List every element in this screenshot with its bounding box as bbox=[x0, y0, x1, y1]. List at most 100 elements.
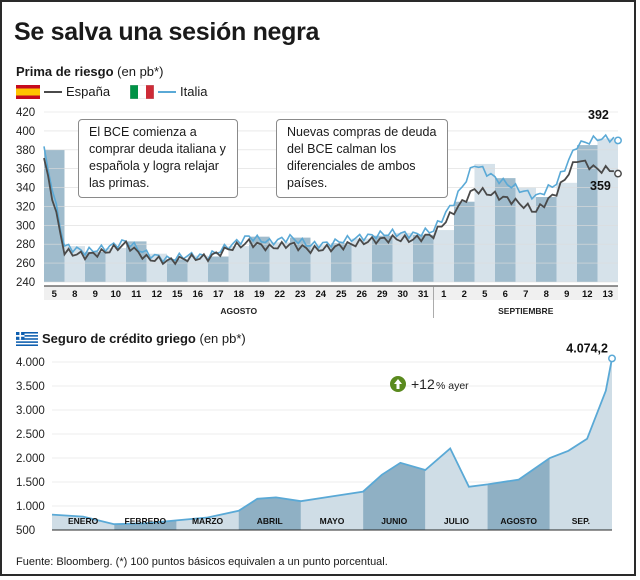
cds-area-band bbox=[549, 358, 612, 530]
cds-area-band bbox=[52, 358, 115, 530]
cds-y-tick-label: 3.500 bbox=[16, 381, 45, 393]
bond-x-tick-label: 8 bbox=[72, 289, 77, 300]
cds-area-band bbox=[114, 358, 177, 530]
italy-flag-icon bbox=[130, 84, 154, 99]
bond-x-axis-bar bbox=[44, 286, 618, 300]
bond-x-tick-label: 13 bbox=[602, 289, 613, 300]
cds-area-band bbox=[176, 358, 239, 530]
annotation-bce-new: Nuevas compras de deuda del BCE calman l… bbox=[276, 119, 448, 198]
italy-line-swatch bbox=[158, 90, 176, 93]
cds-y-tick-label: 500 bbox=[16, 525, 35, 537]
bond-band bbox=[64, 246, 85, 282]
bond-band bbox=[372, 235, 393, 282]
bond-x-tick-label: 12 bbox=[151, 289, 162, 300]
greece-flag-icon bbox=[16, 332, 38, 346]
bond-x-tick-label: 11 bbox=[131, 289, 142, 300]
cds-last-label: 4.074,2 bbox=[566, 341, 608, 355]
bond-x-tick-label: 10 bbox=[110, 289, 121, 300]
cds-month-label: JUNIO bbox=[381, 516, 407, 526]
bond-x-tick-label: 26 bbox=[356, 289, 367, 300]
cds-subtitle-bold: Seguro de crédito griego bbox=[42, 331, 196, 346]
cds-y-tick-label: 4.000 bbox=[16, 357, 45, 369]
cds-month-label: FEBRERO bbox=[125, 516, 167, 526]
cds-y-tick-label: 2.500 bbox=[16, 429, 45, 441]
cds-area-band bbox=[238, 358, 301, 530]
italy-end-marker bbox=[614, 136, 622, 145]
legend-spain-label: España bbox=[66, 84, 111, 99]
bond-x-tick-label: 9 bbox=[564, 289, 569, 300]
up-arrow-glyph bbox=[394, 379, 402, 389]
bond-subtitle-unit: (en pb*) bbox=[117, 64, 164, 79]
bond-x-tick-label: 22 bbox=[274, 289, 285, 300]
bond-x-tick-label: 30 bbox=[397, 289, 408, 300]
bond-x-tick-label: 31 bbox=[418, 289, 429, 300]
bond-x-tick-label: 17 bbox=[213, 289, 224, 300]
bond-band bbox=[577, 145, 598, 282]
bond-y-tick-label: 400 bbox=[16, 126, 35, 138]
badge-suffix: % ayer bbox=[436, 380, 469, 392]
bond-month-label: AGOSTO bbox=[220, 306, 257, 316]
bond-x-tick-label: 5 bbox=[482, 289, 488, 300]
cds-month-label: MARZO bbox=[192, 516, 224, 526]
legend-italy: Italia bbox=[130, 84, 207, 99]
spain-series-line bbox=[43, 157, 614, 266]
bond-x-tick-label: 12 bbox=[582, 289, 593, 300]
cds-month-label: JULIO bbox=[444, 516, 469, 526]
bond-x-tick-label: 15 bbox=[172, 289, 183, 300]
bond-y-tick-label: 240 bbox=[16, 277, 35, 289]
spain-end-marker bbox=[614, 169, 622, 178]
bond-band bbox=[413, 234, 434, 282]
legend-italy-label: Italia bbox=[180, 84, 208, 99]
bond-band bbox=[310, 245, 331, 282]
bond-x-tick-label: 29 bbox=[377, 289, 388, 300]
cds-month-label: SEP. bbox=[572, 516, 590, 526]
bond-x-tick-label: 18 bbox=[233, 289, 244, 300]
bond-x-tick-label: 24 bbox=[315, 289, 326, 300]
bond-y-tick-label: 300 bbox=[16, 220, 35, 232]
bond-x-tick-label: 19 bbox=[254, 289, 265, 300]
cds-month-label: AGOSTO bbox=[500, 516, 537, 526]
cds-month-label: ENERO bbox=[68, 516, 99, 526]
bond-x-tick-label: 25 bbox=[336, 289, 347, 300]
bond-band bbox=[269, 242, 290, 282]
cds-subtitle: Seguro de crédito griego (en pb*) bbox=[42, 331, 246, 346]
cds-y-tick-label: 1.500 bbox=[16, 477, 45, 489]
italy-series-line bbox=[43, 133, 615, 264]
bond-spread-chart: 240 260 280 300 320 340 360 380 400 420 392 359 5 8 9 1… bbox=[16, 107, 622, 318]
bond-band bbox=[290, 237, 311, 282]
bond-band bbox=[167, 259, 188, 282]
bond-x-tick-label: 7 bbox=[523, 289, 528, 300]
bond-y-tick-label: 280 bbox=[16, 239, 35, 251]
bond-band bbox=[85, 251, 106, 282]
bond-y-tick-label: 380 bbox=[16, 145, 35, 157]
source-note: Fuente: Bloomberg. (*) 100 puntos básico… bbox=[16, 556, 388, 568]
bond-band bbox=[331, 243, 352, 282]
annotation-bce-start: El BCE comienza a comprar deuda italiana… bbox=[78, 119, 238, 198]
bond-subtitle-bold: Prima de riesgo bbox=[16, 64, 114, 79]
bond-x-tick-label: 23 bbox=[295, 289, 306, 300]
bond-band bbox=[454, 201, 475, 282]
bond-y-tick-label: 260 bbox=[16, 258, 35, 270]
page-title: Se salva una sesión negra bbox=[14, 18, 320, 46]
bond-band bbox=[597, 138, 618, 282]
bond-band bbox=[433, 230, 454, 282]
bond-x-tick-label: 8 bbox=[544, 289, 549, 300]
bond-band bbox=[351, 238, 372, 282]
cds-series-line bbox=[51, 358, 613, 526]
cds-area-band bbox=[300, 358, 364, 530]
bond-y-tick-label: 340 bbox=[16, 183, 35, 195]
bond-x-tick-label: 16 bbox=[192, 289, 203, 300]
legend-spain: España bbox=[16, 84, 110, 99]
cds-month-label: MAYO bbox=[320, 516, 345, 526]
bond-month-label: SEPTIEMBRE bbox=[498, 306, 554, 316]
bond-band bbox=[556, 182, 577, 282]
cds-end-marker bbox=[608, 354, 616, 363]
cds-area-band bbox=[487, 358, 550, 530]
cds-y-tick-label: 1.000 bbox=[16, 501, 45, 513]
badge-value: +12 bbox=[411, 376, 435, 392]
bond-x-tick-label: 2 bbox=[462, 289, 467, 300]
bond-subtitle: Prima de riesgo (en pb*) bbox=[16, 64, 163, 79]
bond-band bbox=[392, 232, 413, 282]
